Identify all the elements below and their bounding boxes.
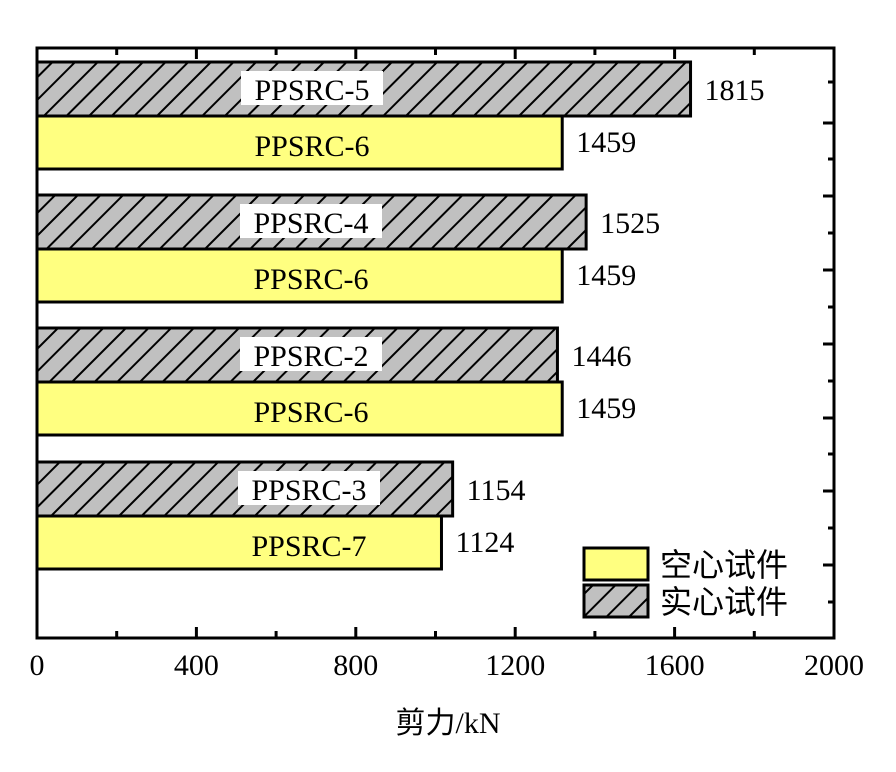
hollow-bar-label: PPSRC-7 [251,530,366,563]
hollow-bar-value: 1124 [455,526,514,559]
x-axis-label: 剪力/kN [396,707,501,740]
solid-bar-value: 1154 [467,474,526,507]
bar-group-1: PPSRC-5 1815 PPSRC-6 1459 [35,60,765,171]
legend-swatch-solid [582,583,650,619]
legend-swatch-hollow [582,546,650,582]
bar-label-background [238,471,380,505]
x-tick-label: 800 [333,649,378,682]
legend-label: 空心试件 [660,547,788,583]
hollow-bar-value: 1459 [576,259,636,292]
hollow-bar-label: PPSRC-6 [254,130,369,163]
x-tick-labels: 0 400 800 1200 1600 2000 [30,649,865,682]
hollow-bar-label: PPSRC-6 [253,396,368,429]
hollow-bar-value: 1459 [576,126,636,159]
bar-label-background [240,337,382,371]
hollow-bar [35,114,564,171]
hollow-bar [35,380,564,437]
x-tick-label: 400 [174,649,219,682]
bars-layer: PPSRC-5 1815 PPSRC-6 1459 PPSRC-4 1525 PPSRC-6… [35,60,765,571]
x-tick-label: 0 [30,649,45,682]
axis-ticks [115,48,834,638]
hollow-bar-label: PPSRC-6 [253,263,368,296]
solid-bar-label: PPSRC-5 [254,74,369,107]
legend-label: 实心试件 [660,584,788,620]
solid-bar-value: 1815 [705,74,765,107]
bar-group-2: PPSRC-4 1525 PPSRC-6 1459 [35,193,660,304]
bar-group-3: PPSRC-2 1446 PPSRC-6 1459 [35,326,636,437]
hollow-bar [35,247,564,304]
x-tick-label: 1600 [645,649,705,682]
solid-bar-label: PPSRC-2 [253,340,368,373]
hollow-bar [35,514,443,571]
solid-bar-value: 1446 [571,340,631,373]
solid-bar-value: 1525 [600,207,660,240]
x-tick-label: 2000 [804,649,864,682]
bar-label-background [240,204,382,238]
bar-group-4: PPSRC-3 1154 PPSRC-7 1124 [35,460,526,571]
solid-bar-label: PPSRC-4 [253,207,368,240]
bar-label-background [241,71,383,105]
solid-bar-label: PPSRC-3 [251,474,366,507]
x-tick-label: 1200 [485,649,545,682]
hollow-bar-value: 1459 [576,392,636,425]
